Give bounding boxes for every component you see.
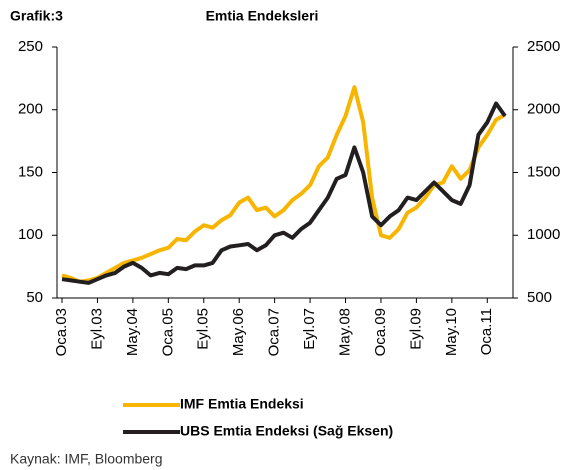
x-tick-label: May.08 — [336, 308, 353, 356]
x-tick-label: Oca.07 — [266, 308, 283, 356]
y-tick-label: 100 — [18, 226, 43, 243]
y-tick-label: 50 — [26, 289, 43, 306]
series-line — [61, 85, 506, 284]
y2-tick-label: 1500 — [527, 163, 560, 180]
series-line — [61, 101, 507, 285]
y2-tick-label: 2500 — [527, 38, 560, 55]
x-tick-label: May.10 — [443, 308, 460, 356]
x-tick-label: May.04 — [124, 308, 141, 356]
y2-tick-label: 500 — [527, 289, 552, 306]
y-tick-label: 250 — [18, 38, 43, 55]
x-tick-label: Oca.05 — [159, 308, 176, 356]
legend-label: UBS Emtia Endeksi (Sağ Eksen) — [180, 423, 393, 439]
chart-title: Emtia Endeksleri — [206, 8, 319, 24]
legend-label: IMF Emtia Endeksi — [180, 396, 304, 412]
x-tick-label: Oca.03 — [53, 308, 70, 356]
x-tick-label: Eyl.07 — [301, 308, 318, 350]
y2-tick-label: 1000 — [527, 226, 560, 243]
y2-tick-label: 2000 — [527, 101, 560, 118]
x-tick-label: Oca.11 — [478, 308, 495, 355]
x-tick-label: Oca.09 — [372, 308, 389, 356]
chart-label: Grafik:3 — [10, 8, 63, 24]
x-tick-label: May.06 — [230, 308, 247, 356]
y-tick-label: 200 — [18, 101, 43, 118]
x-tick-label: Eyl.09 — [407, 308, 424, 350]
source: Kaynak: IMF, Bloomberg — [10, 451, 163, 467]
x-tick-label: Eyl.05 — [195, 308, 212, 350]
x-tick-label: Eyl.03 — [88, 308, 105, 350]
y-tick-label: 150 — [18, 163, 43, 180]
